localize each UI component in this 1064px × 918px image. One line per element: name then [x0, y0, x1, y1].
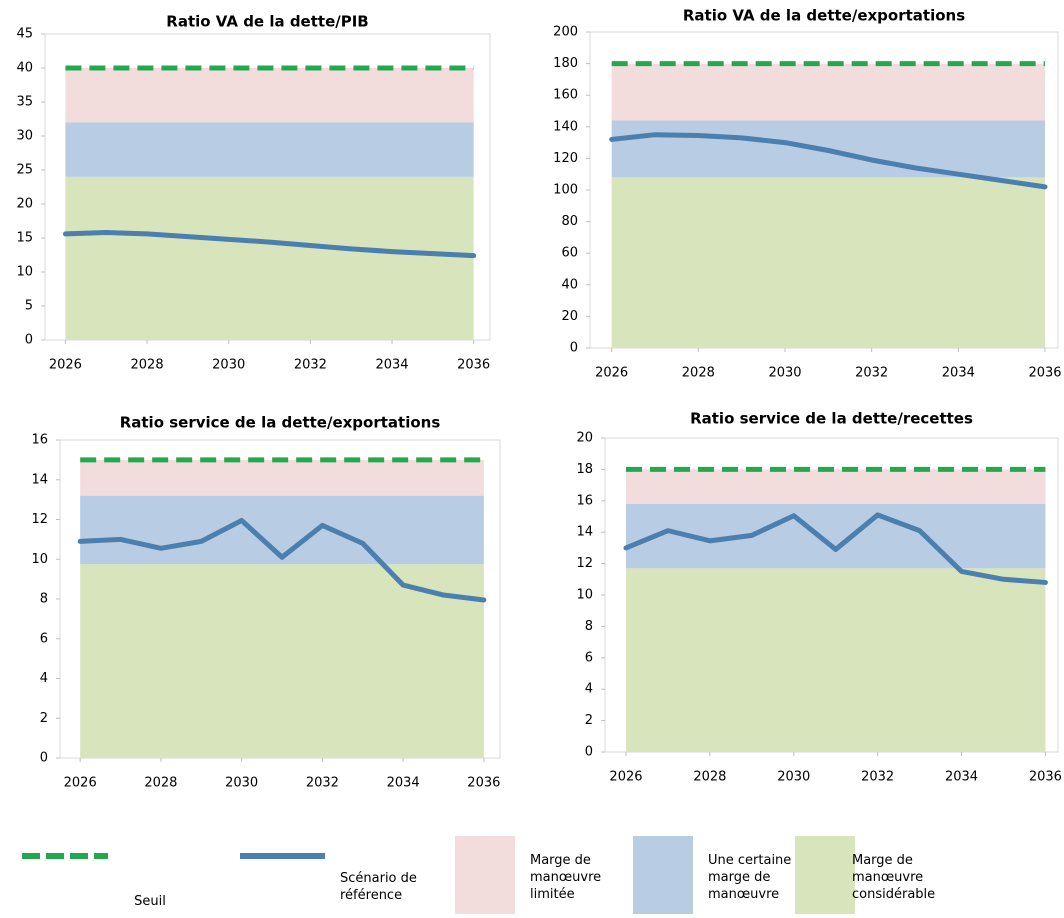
y-tick-label: 6 — [40, 631, 48, 646]
y-tick-label: 4 — [585, 682, 593, 697]
y-tick-label: 40 — [561, 277, 578, 292]
band — [80, 459, 484, 496]
y-tick-label: 0 — [585, 745, 593, 760]
y-tick-label: 60 — [561, 246, 578, 261]
y-tick-label: 100 — [553, 183, 578, 198]
chart-title: Ratio service de la dette/exportations — [120, 414, 441, 432]
y-tick-label: 2 — [585, 713, 593, 728]
reference-line — [77, 517, 487, 603]
band — [65, 122, 474, 177]
y-tick-label: 10 — [16, 265, 33, 280]
y-tick-label: 20 — [561, 309, 578, 324]
legend-key — [633, 836, 693, 914]
x-tick-label: 2026 — [595, 366, 628, 381]
y-tick-label: 16 — [576, 493, 593, 508]
legend-label: Une certaine marge de manœuvre — [708, 853, 792, 902]
y-tick-label: 20 — [16, 197, 33, 212]
legend-key — [795, 836, 855, 914]
x-tick-label: 2028 — [693, 770, 726, 785]
chart-title: Ratio VA de la dette/PIB — [166, 13, 368, 31]
x-tick-label: 2036 — [457, 358, 490, 373]
legend-label: Marge de manœuvre limitée — [530, 853, 602, 902]
y-tick-label: 8 — [40, 592, 48, 607]
x-tick-label: 2036 — [467, 776, 500, 791]
y-tick-label: 120 — [553, 151, 578, 166]
band — [611, 63, 1045, 121]
y-tick-label: 6 — [585, 650, 593, 665]
chart-title: Ratio VA de la dette/exportations — [683, 7, 965, 25]
y-tick-label: 180 — [553, 56, 578, 71]
x-tick-label: 2036 — [1029, 770, 1062, 785]
band — [80, 495, 484, 565]
legend-label: Seuil — [134, 894, 166, 909]
y-tick-label: 16 — [31, 433, 48, 448]
band — [80, 564, 484, 758]
x-tick-label: 2026 — [64, 776, 97, 791]
x-tick-label: 2034 — [945, 770, 978, 785]
y-tick-label: 30 — [16, 129, 33, 144]
legend-key — [455, 836, 515, 914]
x-tick-label: 2032 — [855, 366, 888, 381]
band — [625, 469, 1046, 504]
reference-line — [609, 132, 1048, 190]
y-tick-label: 200 — [553, 25, 578, 40]
y-tick-label: 12 — [576, 556, 593, 571]
y-tick-label: 15 — [16, 231, 33, 246]
y-tick-label: 4 — [40, 671, 48, 686]
y-tick-label: 160 — [553, 88, 578, 103]
x-tick-label: 2032 — [294, 358, 327, 373]
x-tick-label: 2028 — [682, 366, 715, 381]
y-tick-label: 14 — [31, 472, 48, 487]
y-tick-label: 20 — [576, 431, 593, 446]
band — [65, 176, 474, 340]
x-tick-label: 2032 — [861, 770, 894, 785]
band — [611, 177, 1045, 348]
legend-label: Marge de manœuvre considérable — [852, 853, 936, 902]
y-tick-label: 8 — [585, 619, 593, 634]
x-tick-label: 2026 — [49, 358, 82, 373]
x-tick-label: 2026 — [609, 770, 642, 785]
y-tick-label: 12 — [31, 512, 48, 527]
x-tick-label: 2030 — [212, 358, 245, 373]
chart-title: Ratio service de la dette/recettes — [690, 410, 973, 428]
x-tick-label: 2030 — [225, 776, 258, 791]
x-tick-label: 2030 — [768, 366, 801, 381]
y-tick-label: 18 — [576, 462, 593, 477]
x-tick-label: 2028 — [131, 358, 164, 373]
x-tick-label: 2034 — [387, 776, 420, 791]
y-tick-label: 40 — [16, 61, 33, 76]
y-tick-label: 0 — [25, 333, 33, 348]
y-tick-label: 0 — [570, 341, 578, 356]
y-tick-label: 5 — [25, 299, 33, 314]
x-tick-label: 2032 — [306, 776, 339, 791]
y-tick-label: 14 — [576, 525, 593, 540]
x-tick-label: 2034 — [942, 366, 975, 381]
legend-label: Scénario de référence — [340, 871, 417, 903]
x-tick-label: 2034 — [375, 358, 408, 373]
y-tick-label: 10 — [31, 552, 48, 567]
y-tick-label: 45 — [16, 27, 33, 42]
x-tick-label: 2036 — [1028, 366, 1061, 381]
x-tick-label: 2030 — [777, 770, 810, 785]
reference-line — [623, 512, 1048, 585]
y-tick-label: 10 — [576, 588, 593, 603]
band — [625, 568, 1046, 752]
reference-line — [62, 230, 477, 259]
y-tick-label: 2 — [40, 711, 48, 726]
y-tick-label: 80 — [561, 214, 578, 229]
y-tick-label: 35 — [16, 95, 33, 110]
y-tick-label: 0 — [40, 751, 48, 766]
y-tick-label: 25 — [16, 163, 33, 178]
y-tick-label: 140 — [553, 119, 578, 134]
x-tick-label: 2028 — [144, 776, 177, 791]
band — [65, 68, 474, 123]
